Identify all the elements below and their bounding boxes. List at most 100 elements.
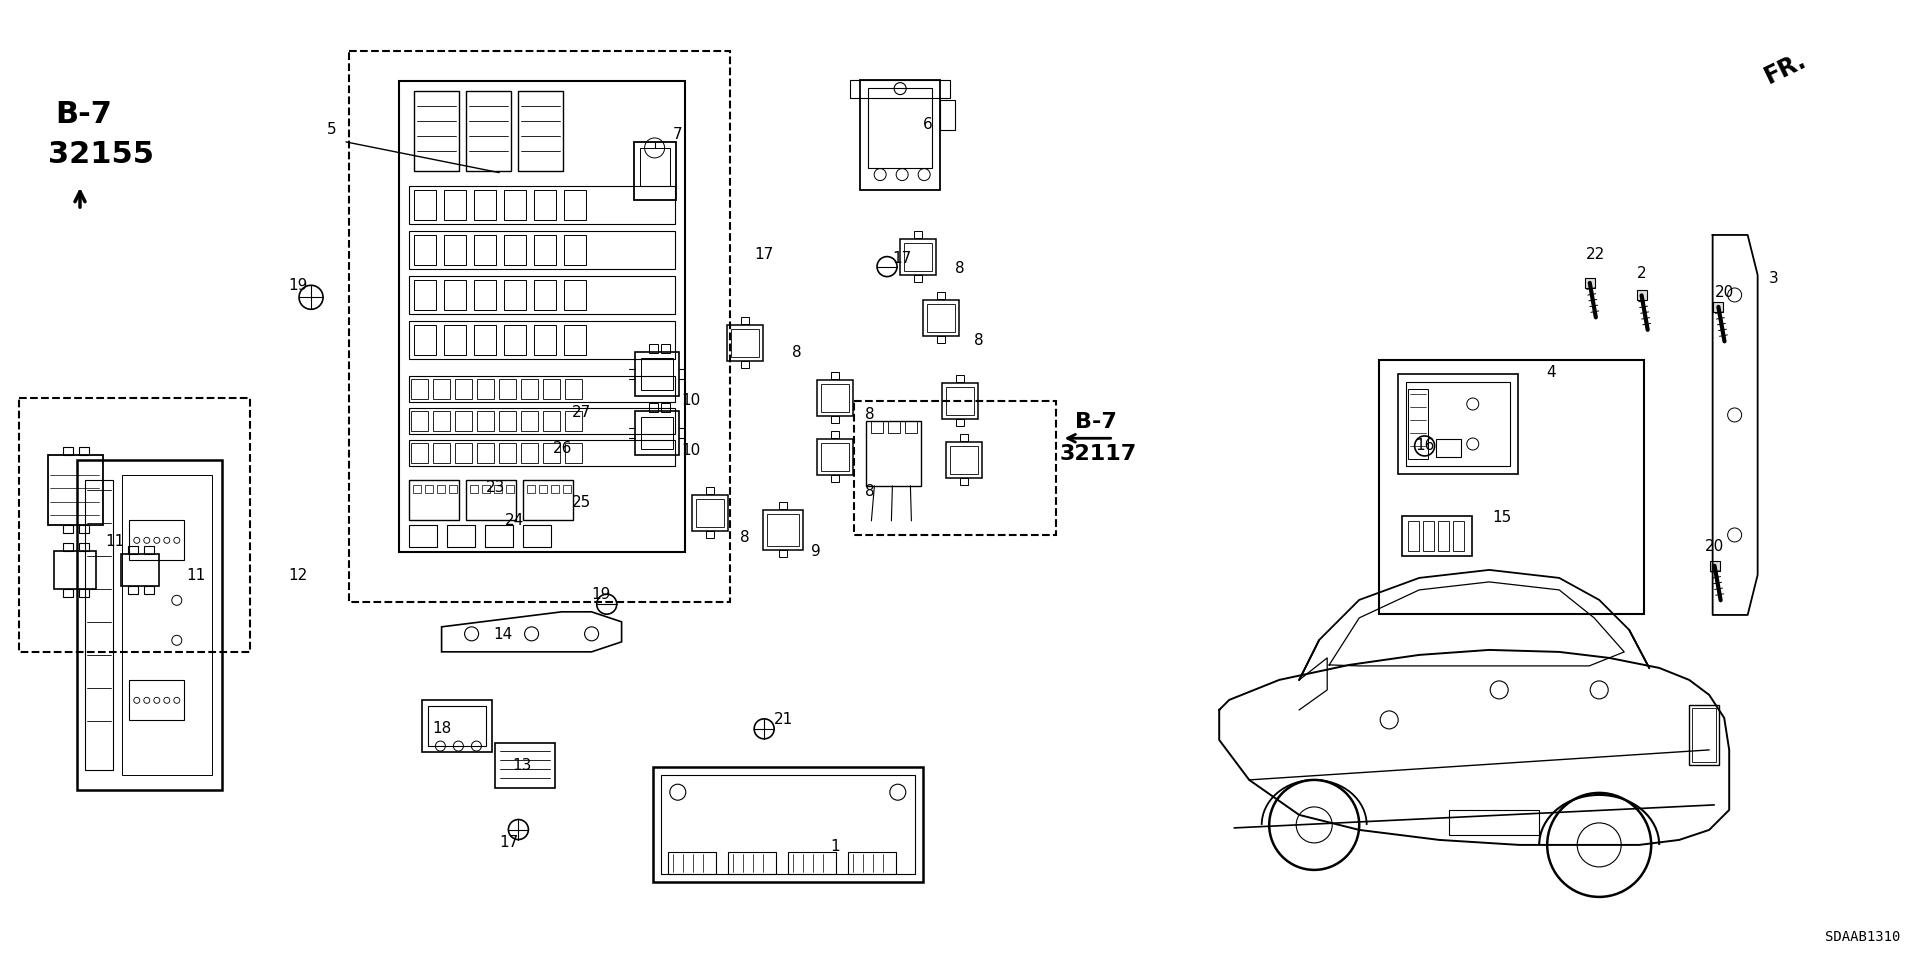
Bar <box>564 325 586 355</box>
Text: 8: 8 <box>864 407 876 422</box>
Bar <box>415 235 436 265</box>
Text: 25: 25 <box>572 495 591 510</box>
Bar <box>63 589 73 597</box>
Bar <box>831 476 839 482</box>
Bar <box>660 775 914 875</box>
Bar <box>780 550 787 557</box>
Bar <box>79 589 88 597</box>
Bar <box>732 329 758 358</box>
Bar <box>534 235 557 265</box>
Bar <box>444 280 467 310</box>
Bar <box>409 376 674 402</box>
Text: 11: 11 <box>186 568 205 583</box>
Text: 10: 10 <box>682 443 701 458</box>
Bar <box>960 479 968 485</box>
Bar <box>48 455 104 525</box>
Bar <box>851 80 950 98</box>
Bar <box>522 443 538 463</box>
Bar <box>415 91 459 171</box>
Bar <box>900 239 935 275</box>
Text: 15: 15 <box>1492 510 1511 526</box>
Text: 17: 17 <box>893 251 912 267</box>
Bar <box>524 480 574 520</box>
Bar <box>474 325 497 355</box>
Bar <box>937 292 945 299</box>
Bar <box>447 525 476 547</box>
Bar <box>956 419 964 426</box>
Text: 2: 2 <box>1636 266 1647 281</box>
Bar <box>63 543 73 551</box>
Bar <box>121 554 159 586</box>
Bar <box>474 280 497 310</box>
Text: 19: 19 <box>288 278 307 293</box>
Bar <box>144 546 154 554</box>
Bar <box>505 280 526 310</box>
Bar <box>79 447 88 455</box>
Bar <box>449 485 457 493</box>
Text: 8: 8 <box>791 345 803 361</box>
Text: 32117: 32117 <box>1060 444 1137 463</box>
Bar <box>455 443 472 463</box>
Bar <box>741 317 749 324</box>
Bar <box>1690 705 1718 765</box>
Bar <box>144 586 154 594</box>
Bar <box>507 485 515 493</box>
Bar <box>1636 291 1647 300</box>
Bar <box>1398 374 1517 474</box>
Text: 4: 4 <box>1546 364 1557 380</box>
Bar <box>409 231 674 269</box>
Bar <box>551 485 559 493</box>
Bar <box>434 443 451 463</box>
Bar <box>831 416 839 423</box>
Bar <box>660 344 670 353</box>
Bar <box>707 487 714 494</box>
Bar <box>129 586 138 594</box>
Bar <box>818 380 852 416</box>
Bar <box>728 853 776 875</box>
Bar <box>947 386 973 415</box>
Bar <box>1453 521 1463 550</box>
Bar <box>522 379 538 399</box>
Bar <box>943 383 977 419</box>
Text: 18: 18 <box>432 721 451 737</box>
Bar <box>495 485 503 493</box>
Bar <box>941 100 954 129</box>
Bar <box>566 410 582 431</box>
Bar <box>1692 708 1716 761</box>
Bar <box>399 81 685 552</box>
Bar <box>563 485 572 493</box>
Text: 14: 14 <box>493 627 513 643</box>
Bar <box>499 443 516 463</box>
Bar <box>564 280 586 310</box>
Text: 6: 6 <box>922 117 933 132</box>
Bar <box>495 743 555 788</box>
Bar <box>411 410 428 431</box>
Text: 13: 13 <box>513 758 532 773</box>
Bar <box>79 525 88 533</box>
Bar <box>54 551 96 589</box>
Bar <box>636 411 678 456</box>
Bar <box>889 421 900 433</box>
Bar <box>19 398 250 652</box>
Bar <box>822 443 849 472</box>
Bar <box>764 510 803 550</box>
Bar <box>534 325 557 355</box>
Bar <box>411 379 428 399</box>
Bar <box>649 404 659 412</box>
Bar <box>415 325 436 355</box>
Bar <box>634 142 676 199</box>
Bar <box>831 372 839 379</box>
Bar <box>444 235 467 265</box>
Bar <box>947 442 981 479</box>
Text: 11: 11 <box>106 534 125 550</box>
Bar <box>1405 382 1509 466</box>
Bar <box>84 480 113 770</box>
Bar <box>866 421 922 486</box>
Bar <box>434 379 451 399</box>
Bar <box>927 304 954 333</box>
Bar <box>409 440 674 466</box>
Bar <box>455 410 472 431</box>
Bar <box>543 379 561 399</box>
Text: 8: 8 <box>739 529 751 545</box>
Bar <box>499 410 516 431</box>
